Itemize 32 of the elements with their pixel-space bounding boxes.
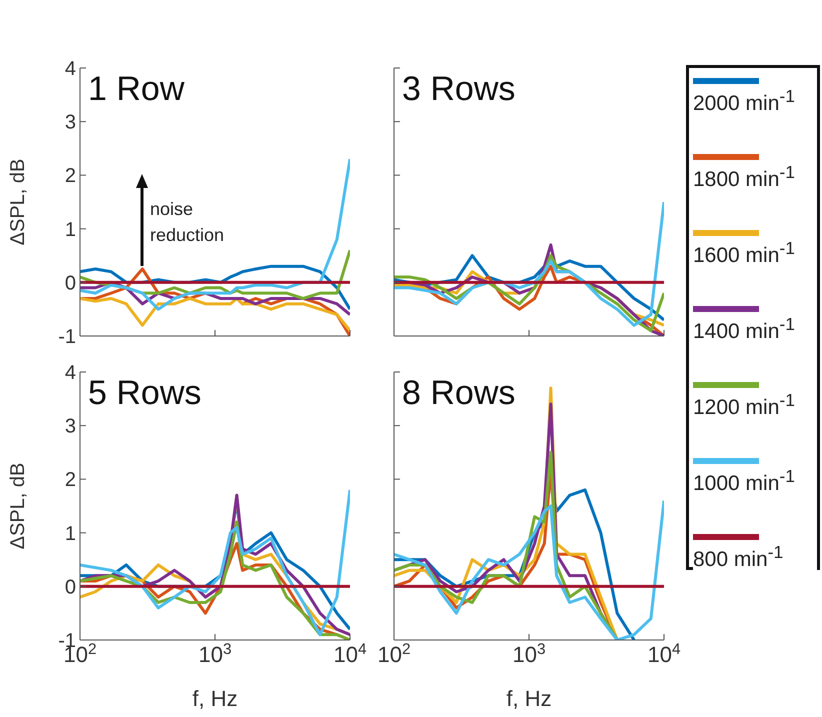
chart-title: 1 Row bbox=[88, 70, 184, 109]
x-tick-label: 10$^{2}$ bbox=[377, 640, 411, 667]
chart-title: 5 Rows bbox=[88, 374, 202, 413]
y-tick-label: 3 bbox=[64, 416, 76, 438]
y-axis-title: ΔSPL, dB bbox=[7, 158, 29, 246]
legend-label: 2000 min$^{-1}$ bbox=[693, 86, 795, 115]
y-axis-title: ΔSPL, dB bbox=[7, 462, 29, 550]
x-tick-label: 10$^{3}$ bbox=[512, 640, 546, 667]
y-tick-label: 1 bbox=[64, 522, 76, 545]
legend-label: 1400 min$^{-1}$ bbox=[693, 314, 795, 343]
x-axis-title: f, Hz bbox=[506, 686, 552, 711]
x-tick-label: 10$^{4}$ bbox=[647, 640, 681, 667]
y-tick-label: 0 bbox=[64, 576, 76, 598]
y-tick-label: 1 bbox=[64, 218, 76, 241]
legend-label: 1200 min$^{-1}$ bbox=[693, 390, 795, 419]
y-tick-label: 3 bbox=[64, 112, 76, 134]
legend-label: 1000 min$^{-1}$ bbox=[693, 466, 795, 495]
x-tick-label: 10$^{3}$ bbox=[198, 640, 232, 667]
chart-title: 3 Rows bbox=[402, 70, 516, 109]
legend-label: 800 min$^{-1}$ bbox=[693, 542, 784, 571]
y-tick-label: 0 bbox=[64, 272, 76, 294]
x-axis-title: f, Hz bbox=[192, 686, 238, 711]
annotation: noise reduction bbox=[150, 198, 226, 247]
x-tick-label: 10$^{4}$ bbox=[333, 640, 367, 667]
y-tick-label: 2 bbox=[64, 165, 76, 188]
y-tick-label: 4 bbox=[64, 58, 76, 80]
y-tick-label: -1 bbox=[58, 326, 76, 348]
chart-title: 8 Rows bbox=[402, 374, 516, 413]
y-tick-label: 2 bbox=[64, 469, 76, 492]
y-tick-label: 4 bbox=[64, 362, 76, 384]
legend-label: 1800 min$^{-1}$ bbox=[693, 162, 795, 191]
legend-label: 1600 min$^{-1}$ bbox=[693, 238, 795, 267]
